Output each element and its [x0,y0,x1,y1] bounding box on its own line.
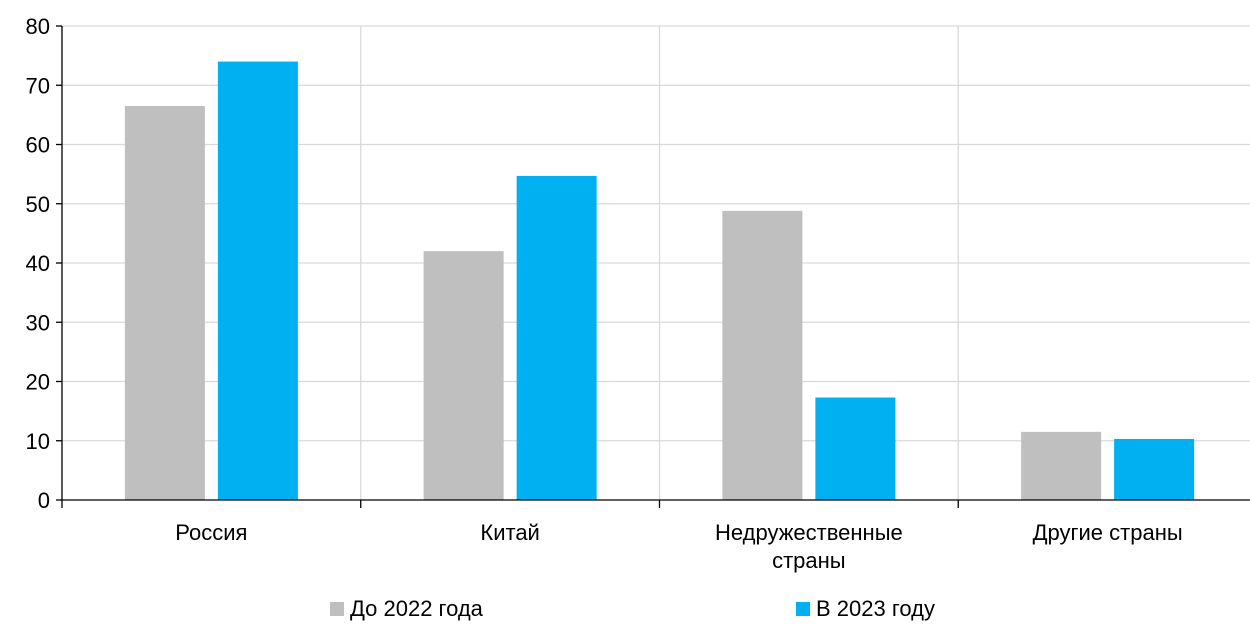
bar-series-2 [815,397,896,500]
y-tick-label: 70 [26,73,50,98]
bars [124,61,1195,501]
bar-series-2 [1114,438,1195,500]
bar-series-2 [516,175,597,500]
y-tick-label: 10 [26,429,50,454]
y-tick-label: 50 [26,192,50,217]
bar-series-1 [722,210,803,501]
x-category-label: страны [772,548,846,573]
x-category-label: Другие страны [1033,520,1183,545]
y-tick-label: 0 [38,488,50,513]
legend-item-series-1: До 2022 года [330,596,483,622]
legend-item-series-2: В 2023 году [796,596,935,622]
x-category-label: Россия [175,520,247,545]
y-tick-label: 30 [26,310,50,335]
legend-swatch-series-1 [330,602,344,616]
bar-series-1 [124,105,205,501]
legend-label-series-1: До 2022 года [350,596,483,621]
bar-series-1 [1021,431,1102,500]
bar-series-1 [423,251,504,500]
bar-series-2 [217,61,298,501]
y-tick-label: 80 [26,14,50,39]
legend-label-series-2: В 2023 году [816,596,935,621]
bar-chart: 0 10 20 30 40 50 60 70 80 Россия Китай Недружестве… [26,14,1250,573]
x-category-label: Недружественные [715,520,903,545]
y-tick-labels: 0 10 20 30 40 50 60 70 80 [26,14,50,513]
x-category-labels: Россия Китай Недружественные страны Другие с… [175,520,1182,573]
legend-swatch-series-2 [796,602,810,616]
x-category-label: Китай [480,520,539,545]
y-tick-label: 20 [26,370,50,395]
axes [56,25,1250,508]
y-tick-label: 60 [26,133,50,158]
y-tick-label: 40 [26,251,50,276]
